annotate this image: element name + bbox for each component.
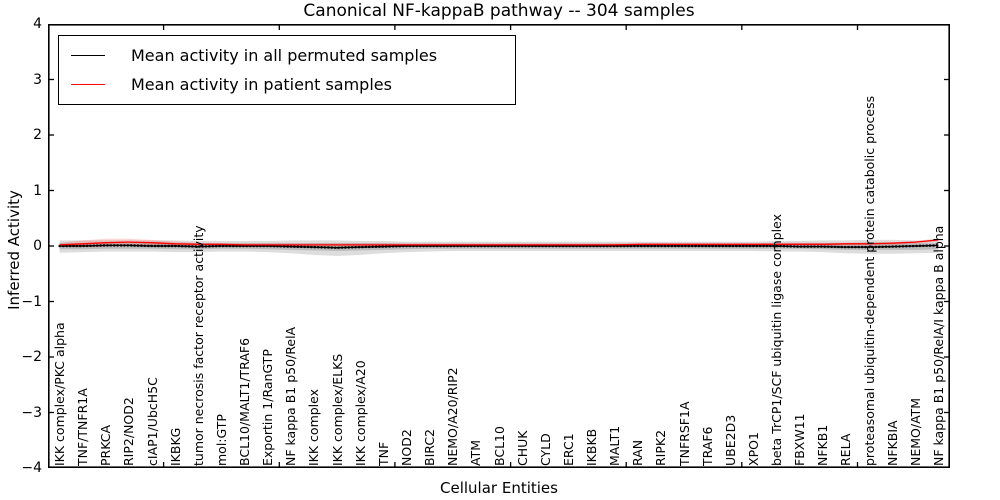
- chart-svg: [48, 24, 950, 468]
- x-category-label: beta TrCP1/SCF ubiquitin ligase complex: [769, 214, 785, 466]
- x-category-label: cIAP1/UbcH5C: [144, 377, 160, 466]
- x-category-label: NFKBIA: [884, 420, 900, 466]
- x-axis-label: Cellular Entities: [440, 479, 558, 497]
- legend-item: Mean activity in patient samples: [71, 70, 515, 99]
- x-category-label: IKK complex/A20: [352, 360, 368, 466]
- legend-line-sample: [71, 84, 105, 85]
- x-category-label: NEMO/A20/RIP2: [445, 367, 461, 466]
- legend-item: Mean activity in all permuted samples: [71, 41, 515, 70]
- x-category-label: TNF/TNFR1A: [75, 388, 91, 466]
- y-tick-label: −4: [21, 460, 42, 476]
- x-category-label: IKK complex/ELKS: [329, 353, 345, 466]
- x-category-label: Exportin 1/RanGTP: [260, 349, 276, 466]
- y-tick-label: −2: [21, 349, 42, 365]
- x-category-label: BCL10/MALT1/TRAF6: [237, 337, 253, 466]
- legend-item-label: Mean activity in all permuted samples: [131, 46, 438, 65]
- x-category-label: RELA: [838, 433, 854, 466]
- y-tick-label: 3: [33, 71, 42, 88]
- chart-title: Canonical NF-kappaB pathway -- 304 sampl…: [303, 1, 695, 21]
- x-category-label: tumor necrosis factor receptor activity: [190, 225, 206, 466]
- x-category-label: BCL10: [491, 426, 507, 466]
- x-category-label: BIRC2: [422, 428, 438, 466]
- y-tick-label: −3: [21, 404, 42, 421]
- x-category-label: UBE2D3: [722, 414, 738, 466]
- y-tick-label: 2: [33, 127, 42, 143]
- x-category-label: RIPK2: [653, 429, 669, 466]
- y-tick-label: 1: [33, 182, 42, 199]
- x-category-label: RAN: [630, 439, 646, 466]
- y-tick-label: −1: [21, 293, 42, 310]
- x-category-label: CHUK: [514, 430, 530, 466]
- x-category-label: IKK complex/PKC alpha: [52, 322, 68, 466]
- x-category-label: XPO1: [745, 432, 761, 466]
- x-category-label: IKK complex: [306, 388, 322, 466]
- x-category-label: IKBKB: [584, 428, 599, 466]
- x-category-label: NFKB1: [815, 424, 831, 466]
- x-category-label: PRKCA: [98, 424, 114, 466]
- axes-spines: [48, 24, 950, 468]
- x-category-label: CYLD: [537, 433, 553, 466]
- series-markers: [58, 244, 940, 249]
- x-category-label: NF kappa B1 p50/RelA/I kappa B alpha: [930, 225, 946, 466]
- legend: Mean activity in all permuted samples Mea…: [58, 35, 516, 105]
- legend-line-sample: [71, 55, 105, 56]
- x-category-label: ATM: [468, 439, 484, 466]
- x-category-label: NEMO/ATM: [907, 397, 923, 466]
- x-category-label: TNFRSF1A: [676, 401, 692, 467]
- x-category-label: TNF: [375, 441, 391, 466]
- plot-area: [48, 24, 950, 468]
- x-category-label: FBXW11: [792, 413, 808, 466]
- x-category-label: TRAF6: [699, 426, 715, 466]
- x-category-label: IKBKG: [167, 427, 183, 466]
- x-category-label: ERC1: [560, 433, 576, 466]
- x-category-label: NF kappa B1 p50/RelA: [283, 326, 299, 466]
- x-category-label: MALT1: [607, 425, 623, 466]
- y-tick-label: 0: [33, 238, 42, 254]
- x-category-label: mol:GTP: [213, 414, 229, 466]
- series-line: [59, 239, 939, 246]
- x-category-label: NOD2: [398, 429, 414, 466]
- y-tick-label: 4: [33, 16, 42, 32]
- x-category-label: RIP2/NOD2: [121, 397, 137, 466]
- legend-item-label: Mean activity in patient samples: [131, 75, 392, 94]
- x-category-label: proteasomal ubiquitin-dependent protein …: [861, 95, 877, 466]
